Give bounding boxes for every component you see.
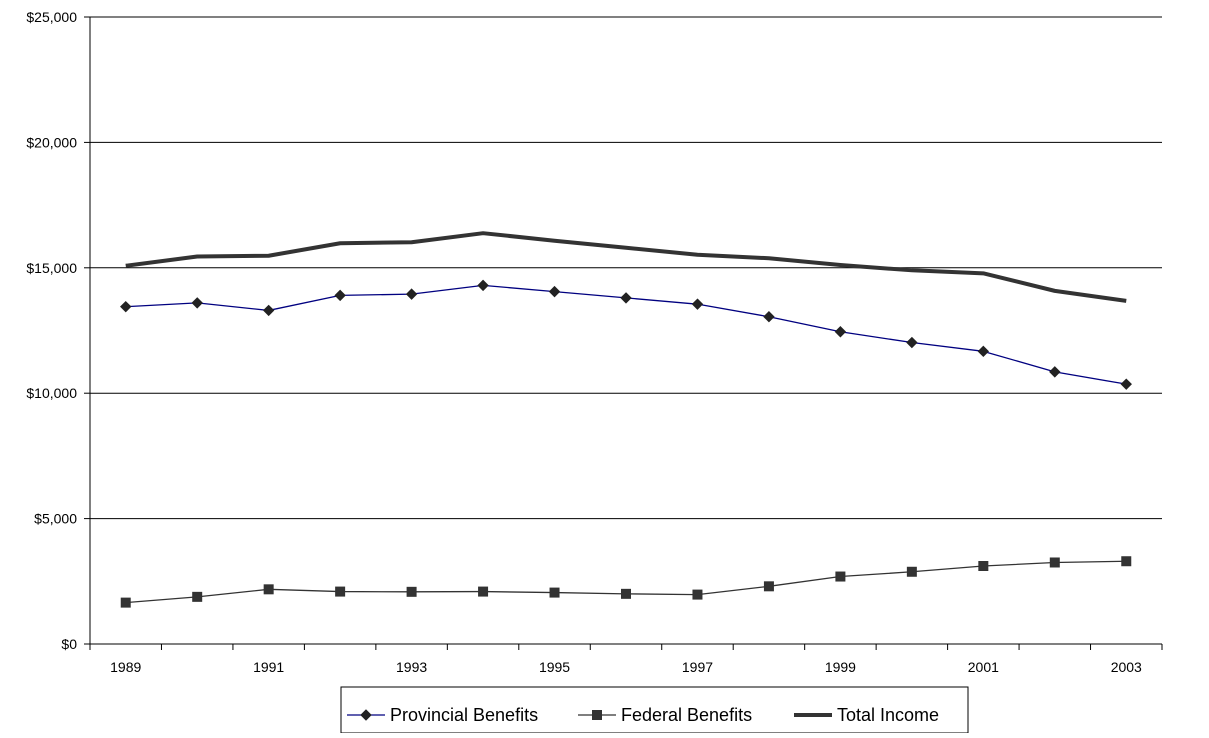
x-tick-label: 1997	[682, 659, 713, 675]
data-point-provincial-benefits	[334, 289, 346, 302]
series-line-total-income	[125, 231, 1127, 303]
data-point-provincial-benefits	[548, 285, 561, 298]
y-tick-label: $10,000	[26, 385, 77, 401]
gridlines	[90, 16, 1162, 520]
x-tick-label: 1995	[539, 659, 570, 675]
data-point-federal-benefits	[478, 586, 489, 597]
legend-label: Provincial Benefits	[390, 705, 538, 725]
legend-swatch-marker	[592, 710, 602, 720]
legend-label: Federal Benefits	[621, 705, 752, 725]
data-point-federal-benefits	[335, 586, 346, 597]
data-point-provincial-benefits	[691, 298, 704, 310]
y-tick-label: $5,000	[34, 511, 77, 527]
x-tick-label: 1999	[825, 659, 856, 675]
data-point-federal-benefits	[763, 581, 774, 592]
y-tick-label: $25,000	[26, 9, 77, 25]
x-tick-label: 2001	[968, 659, 999, 675]
data-point-provincial-benefits	[1120, 378, 1132, 390]
data-point-federal-benefits	[549, 587, 560, 598]
data-point-provincial-benefits	[906, 336, 918, 349]
y-tick-label: $15,000	[26, 260, 77, 276]
data-point-provincial-benefits	[1049, 366, 1061, 378]
x-tick-label: 1993	[396, 659, 427, 675]
x-tick-label: 1991	[253, 659, 284, 675]
data-point-federal-benefits	[192, 591, 203, 602]
data-point-provincial-benefits	[620, 292, 632, 304]
series-provincial-benefits	[120, 279, 1132, 390]
legend-item-federal-benefits: Federal Benefits	[578, 705, 752, 725]
data-point-federal-benefits	[1121, 556, 1132, 567]
data-point-federal-benefits	[406, 586, 417, 597]
y-tick-label: $20,000	[26, 134, 77, 150]
y-tick-label: $0	[61, 636, 77, 652]
series-federal-benefits	[120, 556, 1132, 608]
data-point-federal-benefits	[1049, 557, 1060, 568]
data-point-provincial-benefits	[120, 300, 132, 313]
legend: Provincial Benefits Federal Benefits Total…	[340, 686, 969, 734]
legend-item-provincial-benefits: Provincial Benefits	[347, 705, 538, 725]
legend-box	[340, 686, 969, 734]
series-group	[120, 231, 1132, 608]
data-point-provincial-benefits	[834, 326, 847, 338]
data-point-federal-benefits	[835, 571, 846, 582]
tick-labels: $0 $5,000 $10,000 $15,000 $20,000 $25,000 1989…	[26, 9, 1142, 675]
data-point-provincial-benefits	[405, 288, 418, 300]
data-point-provincial-benefits	[477, 279, 489, 292]
data-point-federal-benefits	[263, 584, 274, 595]
series-total-income	[125, 231, 1127, 303]
data-point-provincial-benefits	[977, 345, 990, 358]
data-point-federal-benefits	[906, 566, 917, 577]
data-point-federal-benefits	[978, 561, 989, 572]
data-point-provincial-benefits	[262, 304, 275, 317]
data-point-federal-benefits	[621, 588, 631, 599]
data-point-provincial-benefits	[191, 297, 203, 309]
axes	[84, 16, 1163, 650]
data-point-federal-benefits	[120, 597, 131, 608]
data-point-federal-benefits	[692, 589, 703, 600]
legend-item-total-income: Total Income	[794, 705, 939, 725]
x-tick-label: 1989	[110, 659, 141, 675]
data-point-provincial-benefits	[763, 310, 775, 323]
legend-label: Total Income	[837, 705, 939, 725]
x-tick-label: 2003	[1111, 659, 1142, 675]
legend-swatch-marker	[360, 709, 372, 721]
